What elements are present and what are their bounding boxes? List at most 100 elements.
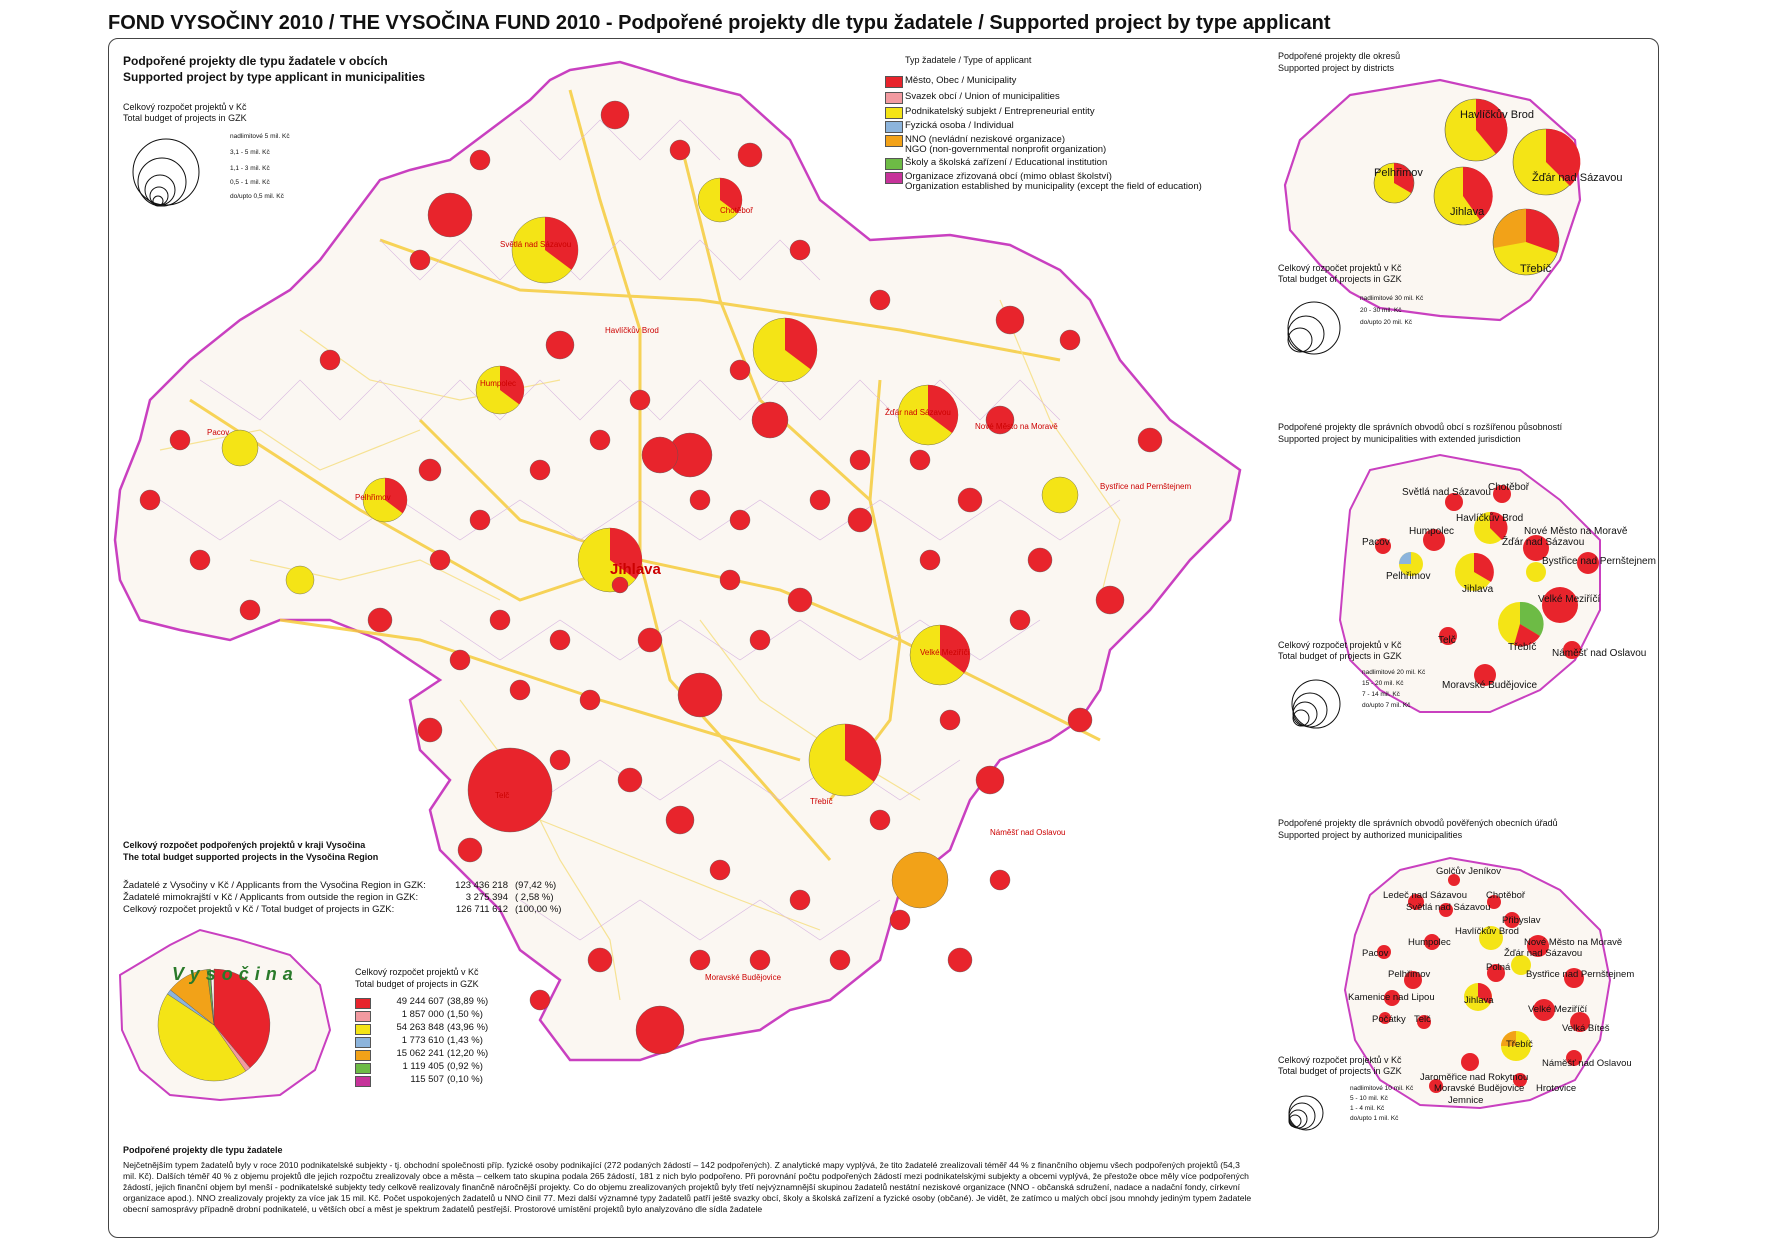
orp-label-5: Pacov [1362,537,1390,548]
municipality-pie[interactable] [549,629,571,651]
orp-heading-cz: Podpořené projekty dle správních obvodů … [1278,422,1563,432]
municipality-pie[interactable] [529,459,551,481]
legend-title: Typ žadatele / Type of applicant [905,55,1032,65]
municipality-pie[interactable] [449,649,471,671]
municipality-pie[interactable] [1095,585,1125,615]
orp-label-13: Náměšť nad Oslavou [1552,648,1647,659]
districts-size-3: do/upto 20 mil. Kč [1360,319,1413,326]
municipality-pie[interactable] [417,717,443,743]
municipality-pie[interactable] [789,889,811,911]
town-label-namest: Náměšť nad Oslavou [990,828,1065,837]
municipality-pie[interactable] [689,949,711,971]
orp-label-0: Světlá nad Sázavou [1402,487,1491,498]
municipality-pie[interactable] [669,139,691,161]
municipality-pie[interactable] [1137,427,1163,453]
municipality-pie[interactable] [737,142,763,168]
municipality-pie[interactable] [957,487,983,513]
municipality-pie[interactable] [749,949,771,971]
municipality-pie[interactable] [919,549,941,571]
town-labels: Jihlava Havlíčkův Brod Třebíč Pelhřimov … [207,206,1191,982]
pou-scale [1288,1095,1324,1131]
municipality-pie[interactable] [891,851,949,909]
municipality-pie[interactable] [995,305,1025,335]
municipality-pie[interactable] [751,401,789,439]
municipality-pie[interactable] [1009,609,1031,631]
municipality-pie[interactable] [1027,547,1053,573]
municipality-pie[interactable] [729,509,751,531]
municipality-pie[interactable] [611,576,629,594]
municipality-pie-slice [720,178,742,214]
municipality-pie[interactable] [947,947,973,973]
municipality-pie[interactable] [869,289,891,311]
municipality-pie[interactable] [909,449,931,471]
municipality-pie[interactable] [869,809,891,831]
municipality-pie-slice [385,478,408,514]
municipality-pie[interactable] [467,747,553,833]
vysocina-name: Vysočina [172,964,299,984]
municipality-pie[interactable] [985,405,1015,435]
municipality-pie[interactable] [429,549,451,571]
municipality-pie[interactable] [579,689,601,711]
municipality-pie[interactable] [1067,707,1093,733]
municipality-pie[interactable] [489,609,511,631]
municipality-pie[interactable] [849,449,871,471]
municipality-pie[interactable] [975,765,1005,795]
municipality-pie[interactable] [285,565,315,595]
municipality-pie[interactable] [529,989,551,1011]
municipality-pie[interactable] [787,587,813,613]
municipality-pie[interactable] [367,607,393,633]
municipality-pie[interactable] [677,672,723,718]
municipality-pie[interactable] [418,458,442,482]
municipality-pie[interactable] [509,679,531,701]
municipality-pie-slice [785,318,817,370]
municipality-pie[interactable] [1059,329,1081,351]
municipality-pie[interactable] [589,429,611,451]
municipality-pie[interactable] [319,349,341,371]
orp-scale [1291,679,1341,729]
municipality-pie[interactable] [719,569,741,591]
municipality-pie[interactable] [889,909,911,931]
municipality-pie[interactable] [729,359,751,381]
municipality-pie[interactable] [641,436,679,474]
municipality-pie[interactable] [789,239,811,261]
municipality-pie[interactable] [847,507,873,533]
municipality-pie[interactable] [587,947,613,973]
summary-table: Žadatelé z Vysočiny v Kč / Applicants fr… [123,880,561,916]
municipality-pie[interactable] [169,429,191,451]
municipality-pie[interactable] [635,1005,685,1055]
municipality-pie[interactable] [189,549,211,571]
municipality-pie[interactable] [457,837,483,863]
municipality-pie[interactable] [469,509,491,531]
municipality-pie[interactable] [989,869,1011,891]
municipality-pie[interactable] [409,249,431,271]
municipality-pie[interactable] [749,629,771,651]
municipality-pie[interactable] [629,389,651,411]
districts-budget-cz: Celkový rozpočet projektů v Kč [1278,263,1402,273]
vysocina-pie-slice [209,968,215,1026]
legend-item-municipality: Město, Obec / Municipality [885,76,1016,88]
municipality-pie[interactable] [829,949,851,971]
municipality-pie[interactable] [1041,476,1079,514]
municipality-pie[interactable] [637,627,663,653]
pou-label-2: Chotěboř [1486,890,1526,901]
municipality-pie[interactable] [239,599,261,621]
municipality-pie[interactable] [939,709,961,731]
municipality-pie[interactable] [221,429,259,467]
municipality-pie[interactable] [549,749,571,771]
municipality-pie[interactable] [469,149,491,171]
municipality-pie[interactable] [617,767,643,793]
municipality-pie[interactable] [665,805,695,835]
districts-budget-en: Total budget of projects in GZK [1278,274,1402,284]
municipality-pie[interactable] [809,489,831,511]
municipality-pie[interactable] [600,100,630,130]
municipality-pie[interactable] [689,489,711,511]
district-label-pe: Pelhřimov [1374,167,1423,179]
municipality-pie[interactable] [709,859,731,881]
orp-label-4: Nové Město na Moravě [1524,526,1628,537]
vysocina-pie [157,968,271,1082]
municipality-pie[interactable] [427,192,473,238]
municipality-pie-slice [610,528,642,580]
municipality-pie[interactable] [545,330,575,360]
municipality-pie[interactable] [139,489,161,511]
